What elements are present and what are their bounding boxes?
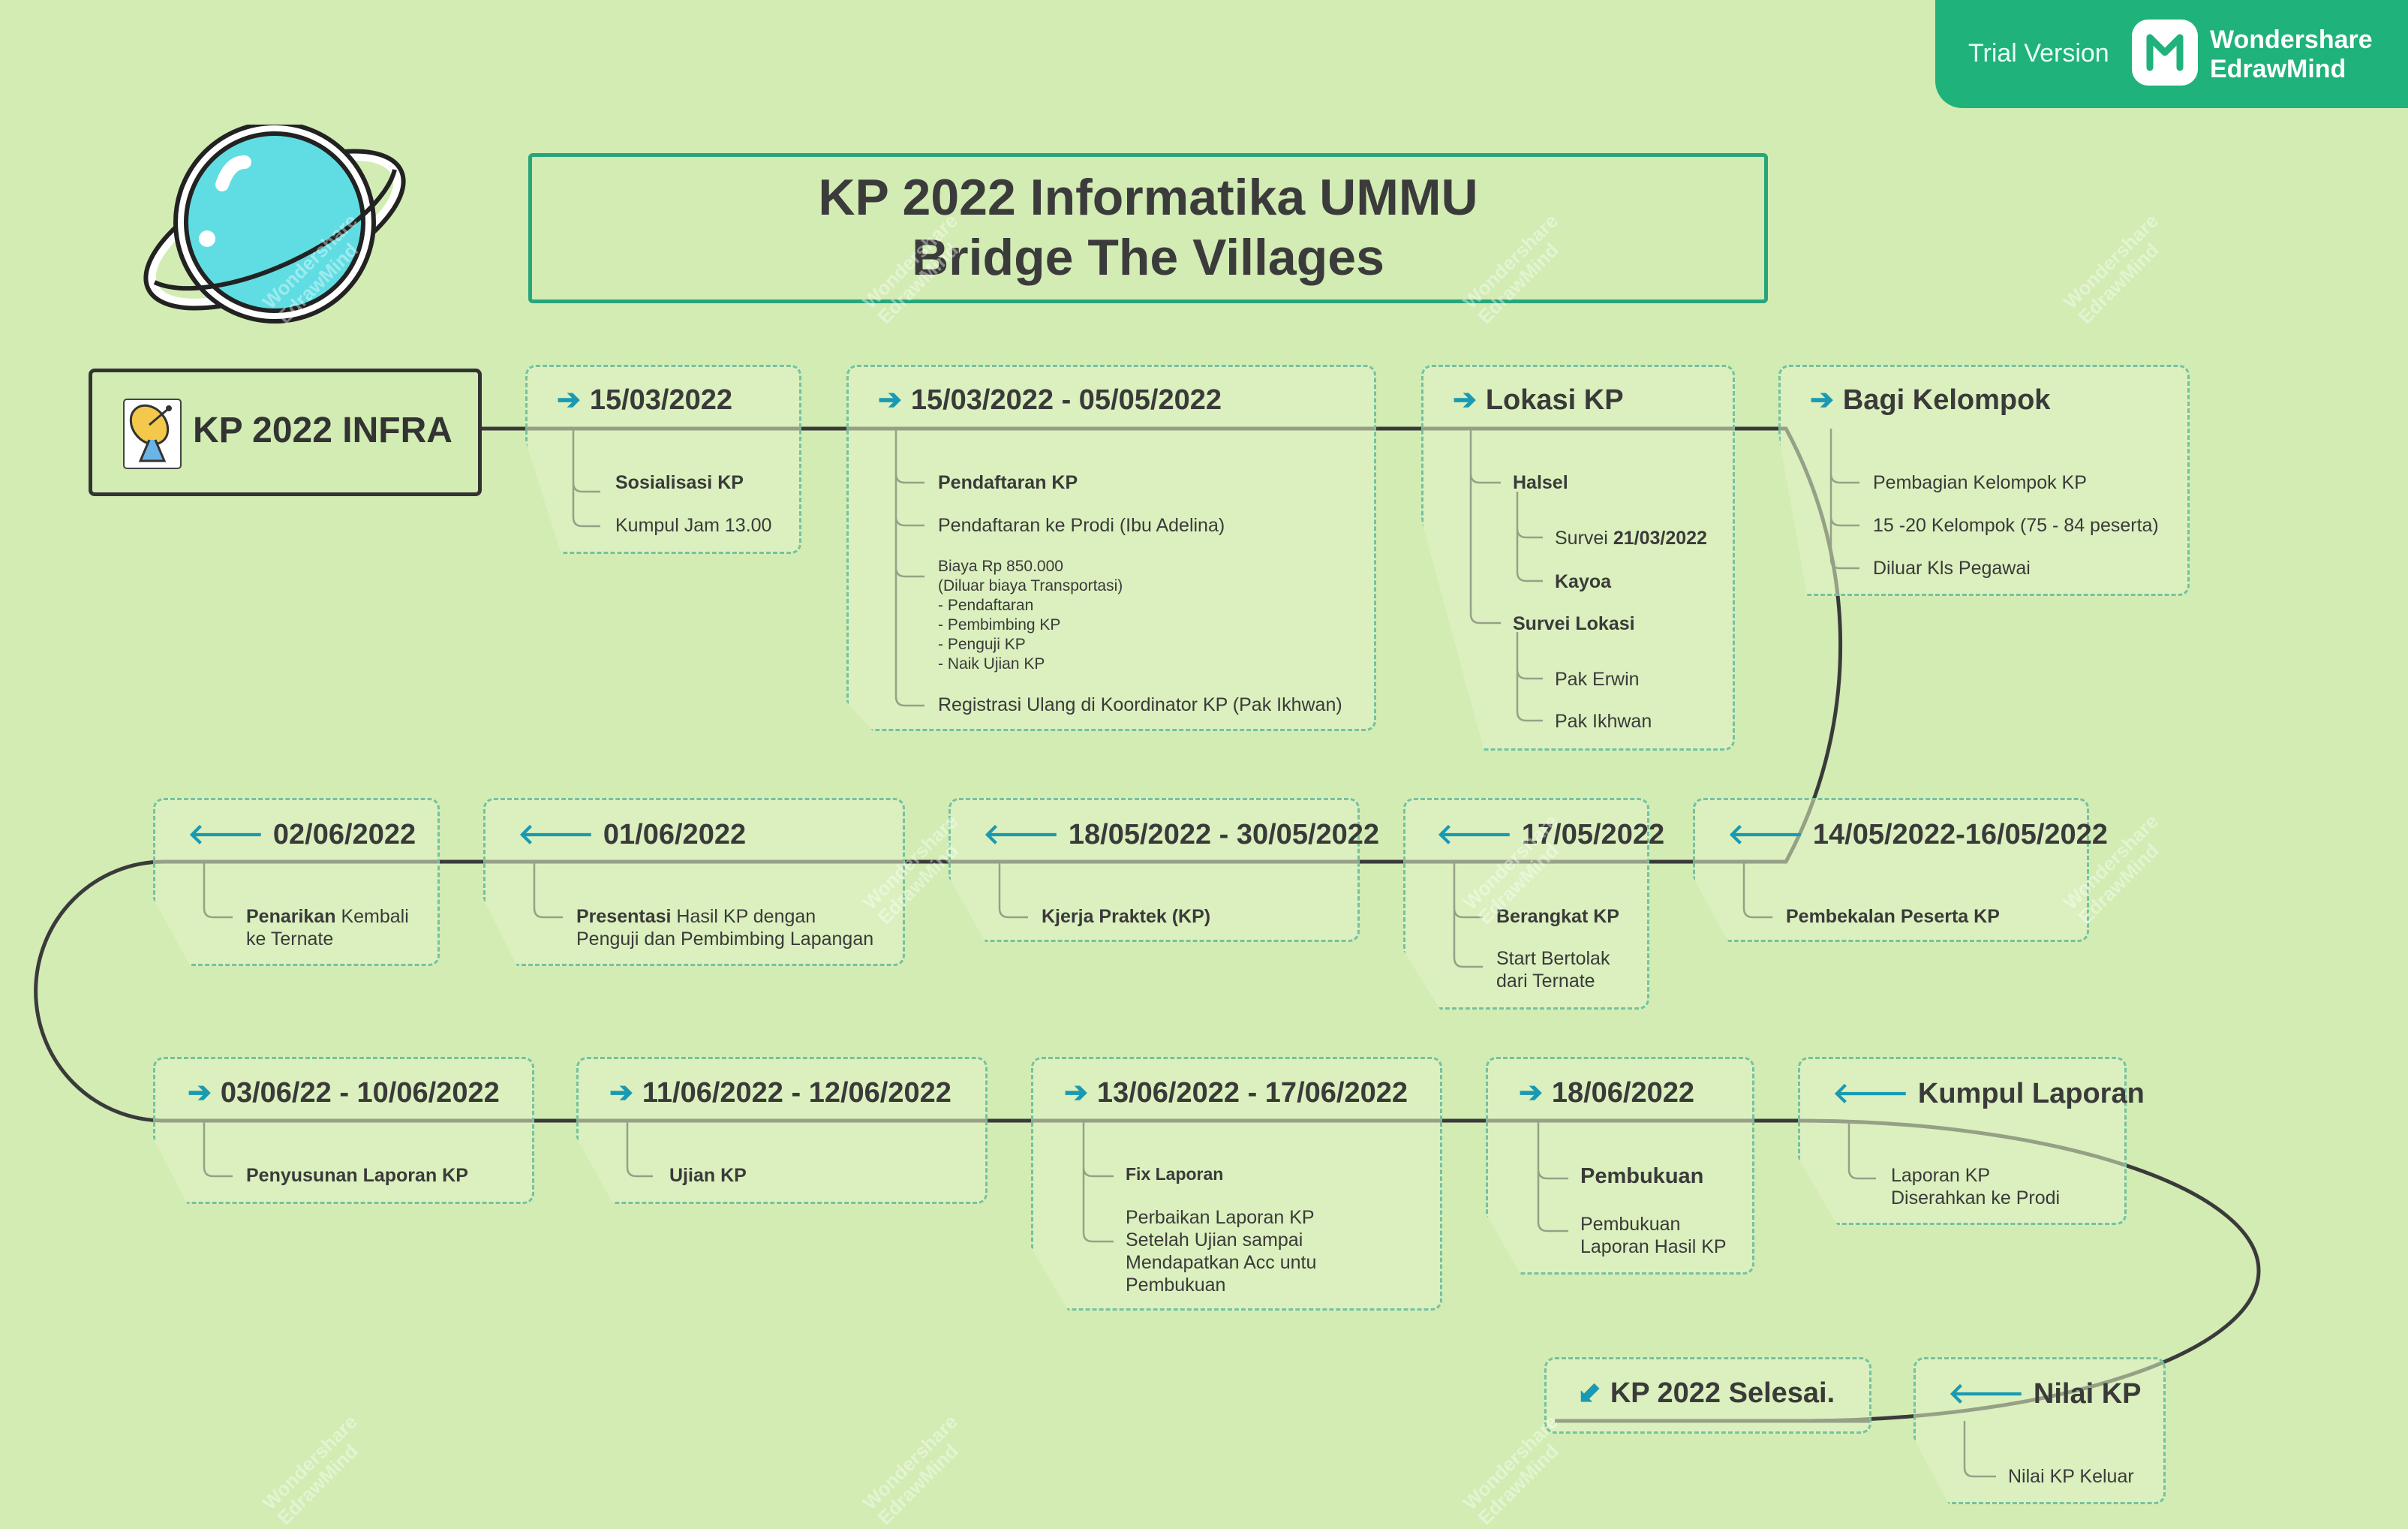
subtopic: Pendaftaran ke Prodi (Ibu Adelina) (938, 515, 1225, 536)
arrow-right-icon: ➔ (878, 384, 902, 416)
arrow-left-icon: 🡐 (983, 819, 1060, 850)
topic-card[interactable] (1913, 1357, 2166, 1504)
topic-card[interactable] (483, 798, 905, 966)
edrawmind-brand: Wondershare EdrawMind (2210, 26, 2373, 83)
arrow-right-icon: ➔ (1519, 1077, 1543, 1109)
subtopic: Nilai KP Keluar (2008, 1466, 2134, 1487)
arrow-down-left-icon: ⬋ (1577, 1377, 1601, 1409)
topic-title: ➔ 15/03/2022 - 05/05/2022 (878, 384, 1222, 416)
subtopic: Halsel (1513, 472, 1568, 493)
arrow-right-icon: ➔ (1064, 1077, 1088, 1109)
arrow-right-icon: ➔ (557, 384, 581, 416)
topic-card[interactable] (846, 365, 1376, 731)
topic-title: 🡐 01/06/2022 (518, 819, 747, 850)
topic-title: ➔ 15/03/2022 (557, 384, 733, 416)
subtopic: 15 -20 Kelompok (75 - 84 peserta) (1873, 515, 2159, 536)
arrow-right-icon: ➔ (188, 1077, 212, 1109)
subtopic: Start Bertolak dari Ternate (1496, 948, 1610, 992)
topic-card[interactable] (1403, 798, 1649, 1010)
diagram-title: KP 2022 Informatika UMMU Bridge The Vill… (528, 153, 1768, 303)
subtopic: Pembukuan (1580, 1164, 1704, 1188)
subtopic-fee-details: Biaya Rp 850.000 (Diluar biaya Transporta… (938, 558, 1123, 673)
subtopic: Ujian KP (669, 1165, 747, 1186)
topic-card[interactable] (1421, 365, 1735, 751)
topic-card[interactable] (1544, 1357, 1871, 1434)
title-line-1: KP 2022 Informatika UMMU (818, 169, 1478, 226)
topic-card[interactable] (948, 798, 1360, 942)
topic-card[interactable] (1693, 798, 2089, 942)
topic-card[interactable] (153, 798, 440, 966)
subtopic: Sosialisasi KP (615, 472, 744, 493)
topic-card[interactable] (153, 1057, 534, 1204)
topic-card[interactable] (1031, 1057, 1442, 1311)
title-line-2: Bridge The Villages (912, 229, 1384, 286)
topic-card[interactable] (576, 1057, 988, 1204)
subtopic: Berangkat KP (1496, 906, 1619, 927)
topic-title: ➔ 03/06/22 - 10/06/2022 (188, 1077, 500, 1109)
topic-title: 🡐 Kumpul Laporan (1832, 1078, 2145, 1109)
topic-title: 🡐 02/06/2022 (188, 819, 416, 850)
topic-title-final: ⬋ KP 2022 Selesai. (1577, 1377, 1835, 1409)
root-topic[interactable]: KP 2022 INFRA (89, 369, 482, 496)
subtopic: Laporan KP Diserahkan ke Prodi (1891, 1165, 2061, 1208)
topic-title: ➔ 13/06/2022 - 17/06/2022 (1064, 1077, 1408, 1109)
topic-title: ➔ 11/06/2022 - 12/06/2022 (609, 1077, 951, 1109)
arrow-left-icon: 🡐 (1948, 1378, 2025, 1410)
root-topic-label: KP 2022 INFRA (193, 411, 452, 450)
trial-watermark-badge: Trial Version Wondershare EdrawMind (1935, 0, 2408, 108)
subtopic: Pendaftaran KP (938, 472, 1078, 493)
subtopic: Diluar Kls Pegawai (1873, 558, 2031, 579)
subtopic: Survei Lokasi (1513, 613, 1635, 634)
arrow-left-icon: 🡐 (1436, 819, 1513, 850)
subtopic: Pembagian Kelompok KP (1873, 472, 2087, 493)
subtopic: Fix Laporan (1126, 1164, 1224, 1184)
subtopic: Presentasi Hasil KP dengan Penguji dan Pe… (576, 906, 874, 950)
arrow-right-icon: ➔ (609, 1077, 633, 1109)
subtopic: Penyusunan Laporan KP (246, 1165, 468, 1186)
arrow-right-icon: ➔ (1810, 384, 1834, 416)
subtopic: Pak Erwin (1555, 669, 1640, 690)
subtopic: Pembukuan Laporan Hasil KP (1580, 1214, 1727, 1257)
arrow-left-icon: 🡐 (188, 819, 264, 850)
arrow-left-icon: 🡐 (1832, 1078, 1909, 1109)
topic-card[interactable] (525, 365, 801, 554)
topic-title: ➔ 18/06/2022 (1519, 1077, 1695, 1109)
subtopic: Kjerja Praktek (KP) (1042, 906, 1211, 927)
arrow-left-icon: 🡐 (518, 819, 594, 850)
topic-title: 🡐 18/05/2022 - 30/05/2022 (983, 819, 1380, 850)
subtopic: Registrasi Ulang di Koordinator KP (Pak … (938, 694, 1342, 715)
subtopic: Pembekalan Peserta KP (1786, 906, 2000, 927)
subtopic: Survei 21/03/2022 (1555, 528, 1707, 549)
satellite-dish-icon (122, 398, 182, 474)
subtopic: Kumpul Jam 13.00 (615, 515, 772, 536)
trial-version-label: Trial Version (1968, 39, 2109, 68)
topic-title: 🡐 14/05/2022-16/05/2022 (1727, 819, 2108, 850)
subtopic: Penarikan Kembali ke Ternate (246, 906, 409, 950)
planet-icon (132, 121, 417, 331)
subtopic: Perbaikan Laporan KP Setelah Ujian sampai… (1126, 1207, 1317, 1296)
topic-title: ➔ Bagi Kelompok (1810, 384, 2051, 416)
arrow-left-icon: 🡐 (1727, 819, 1804, 850)
edrawmind-logo-icon (2132, 20, 2198, 86)
topic-card[interactable] (1486, 1057, 1754, 1275)
topic-title: 🡐 17/05/2022 (1436, 819, 1665, 850)
arrow-right-icon: ➔ (1453, 384, 1477, 416)
subtopic: Kayoa (1555, 571, 1612, 592)
topic-title: ➔ Lokasi KP (1453, 384, 1624, 416)
subtopic: Pak Ikhwan (1555, 711, 1652, 732)
topic-card[interactable] (1798, 1057, 2127, 1225)
topic-title: 🡐 Nilai KP (1948, 1378, 2142, 1410)
topic-card[interactable] (1778, 365, 2190, 596)
